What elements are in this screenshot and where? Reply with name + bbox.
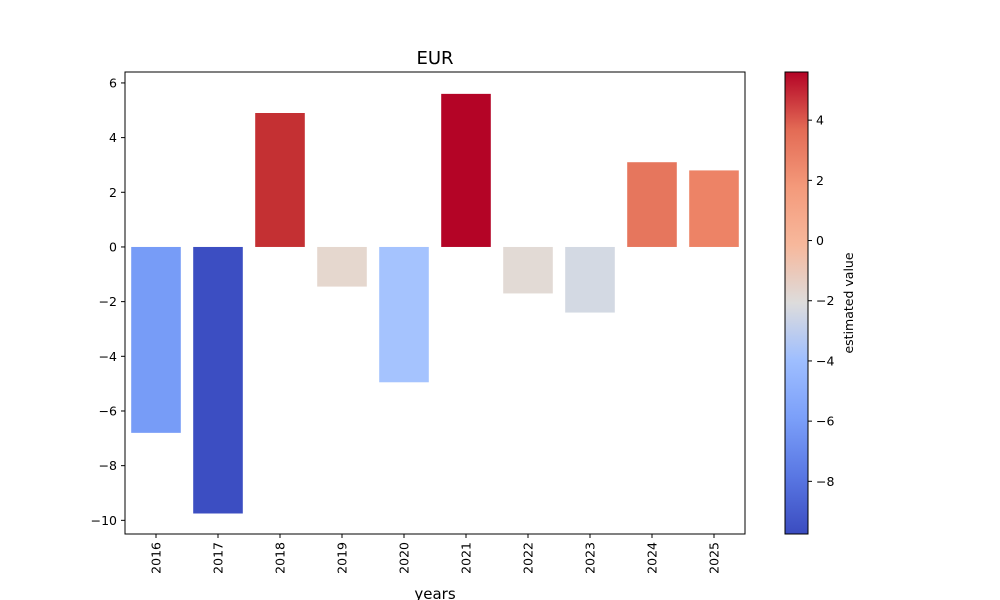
colorbar-tick-label: 0 (816, 233, 824, 248)
x-tick-label: 2018 (273, 542, 288, 574)
bar-2020 (379, 246, 429, 383)
x-axis-title: years (414, 585, 455, 600)
x-tick-label: 2023 (583, 542, 598, 574)
bar-2024 (627, 162, 677, 247)
y-tick-label: −2 (99, 294, 117, 309)
x-tick-label: 2017 (211, 542, 226, 574)
bar-2021 (441, 93, 491, 247)
y-tick-label: 6 (109, 75, 117, 90)
y-tick-label: −4 (99, 349, 117, 364)
bar-2019 (317, 246, 367, 287)
x-tick-label: 2024 (645, 542, 660, 574)
x-tick-label: 2022 (521, 542, 536, 574)
colorbar: 4 2 0 −2 −4 −6 −8 estimated value (784, 71, 856, 535)
colorbar-tick-label: 2 (816, 173, 824, 188)
x-tick-label: 2025 (707, 542, 722, 574)
colorbar-tick-label: −6 (816, 414, 834, 429)
colorbar-tick-label: −2 (816, 293, 834, 308)
colorbar-axis: 4 2 0 −2 −4 −6 −8 (808, 113, 834, 489)
x-tick-label: 2020 (397, 542, 412, 574)
bars-group (131, 93, 739, 514)
y-tick-label: −8 (99, 458, 117, 473)
colorbar-tick-label: −8 (816, 474, 834, 489)
x-axis: 2016 2017 2018 2019 2020 2021 2022 2023 2024 2025 (149, 534, 722, 574)
y-tick-label: 4 (109, 130, 117, 145)
bar-2017 (193, 246, 243, 514)
bar-2023 (565, 246, 615, 313)
x-tick-label: 2021 (459, 542, 474, 574)
y-tick-label: 0 (109, 239, 117, 254)
colorbar-gradient (784, 71, 809, 535)
colorbar-label: estimated value (841, 252, 856, 353)
colorbar-tick-label: 4 (816, 113, 824, 128)
chart-title: EUR (416, 48, 453, 69)
bar-2025 (689, 170, 739, 247)
colorbar-tick-label: −4 (816, 353, 834, 368)
x-tick-label: 2016 (149, 542, 164, 574)
bar-2022 (503, 246, 553, 294)
bar-2016 (131, 246, 181, 433)
y-tick-label: −6 (99, 403, 117, 418)
y-tick-label: 2 (109, 185, 117, 200)
y-axis: 6 4 2 0 −2 −4 −6 −8 −10 (91, 75, 125, 528)
x-tick-label: 2019 (335, 542, 350, 574)
plot-frame (124, 71, 746, 535)
y-tick-label: −10 (91, 513, 117, 528)
bar-2018 (255, 113, 305, 247)
